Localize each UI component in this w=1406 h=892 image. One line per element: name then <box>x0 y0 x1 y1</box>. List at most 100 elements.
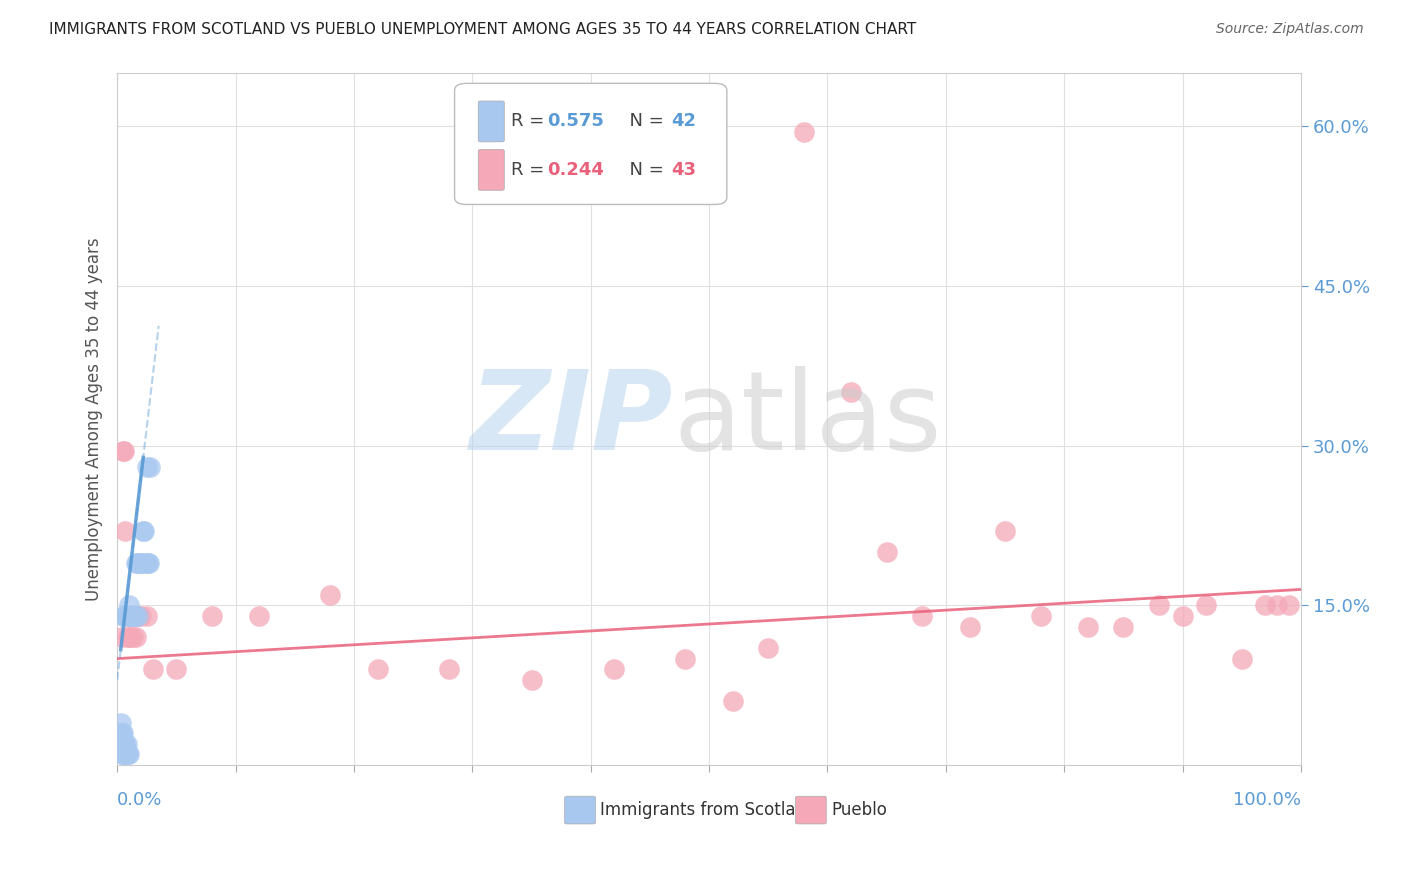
Point <box>994 524 1017 538</box>
Point <box>110 737 132 751</box>
Point <box>1230 651 1253 665</box>
Point <box>1254 599 1277 613</box>
Text: IMMIGRANTS FROM SCOTLAND VS PUEBLO UNEMPLOYMENT AMONG AGES 35 TO 44 YEARS CORREL: IMMIGRANTS FROM SCOTLAND VS PUEBLO UNEMP… <box>49 22 917 37</box>
Point <box>673 651 696 665</box>
Point <box>108 726 131 740</box>
Point <box>139 459 162 474</box>
Point <box>120 630 142 644</box>
Point <box>112 737 135 751</box>
Text: N =: N = <box>617 161 669 179</box>
Point <box>142 662 165 676</box>
FancyBboxPatch shape <box>454 83 727 204</box>
Point <box>118 599 141 613</box>
Point <box>114 737 136 751</box>
Point <box>721 694 744 708</box>
Point <box>128 609 150 624</box>
Text: 42: 42 <box>671 112 696 130</box>
Point <box>112 747 135 762</box>
Point <box>1112 620 1135 634</box>
Point <box>112 609 135 624</box>
Text: ZIP: ZIP <box>470 366 673 473</box>
Point <box>132 524 155 538</box>
Point <box>112 737 135 751</box>
Point <box>128 609 150 624</box>
Point <box>107 737 129 751</box>
Point <box>112 444 135 458</box>
Point <box>111 630 134 644</box>
Point <box>118 747 141 762</box>
Point <box>839 385 862 400</box>
Point <box>437 662 460 676</box>
Text: N =: N = <box>617 112 669 130</box>
Text: R =: R = <box>512 112 550 130</box>
Point <box>1077 620 1099 634</box>
Point <box>125 630 148 644</box>
Point <box>135 556 157 570</box>
Point <box>108 737 131 751</box>
Point <box>125 556 148 570</box>
Point <box>115 609 138 624</box>
Point <box>120 609 142 624</box>
Point <box>1147 599 1170 613</box>
Point <box>112 726 135 740</box>
Point <box>114 747 136 762</box>
Point <box>112 747 135 762</box>
Point <box>911 609 934 624</box>
Point <box>319 588 342 602</box>
Y-axis label: Unemployment Among Ages 35 to 44 years: Unemployment Among Ages 35 to 44 years <box>86 237 103 601</box>
Point <box>247 609 270 624</box>
Point <box>121 609 143 624</box>
Point <box>111 737 134 751</box>
Point <box>756 640 779 655</box>
Text: 43: 43 <box>671 161 696 179</box>
Point <box>876 545 898 559</box>
Text: 0.244: 0.244 <box>547 161 603 179</box>
Text: Source: ZipAtlas.com: Source: ZipAtlas.com <box>1216 22 1364 37</box>
Point <box>112 444 135 458</box>
Point <box>120 609 142 624</box>
FancyBboxPatch shape <box>565 797 595 824</box>
Point <box>959 620 981 634</box>
Point <box>120 609 142 624</box>
Point <box>129 556 152 570</box>
Point <box>117 609 139 624</box>
Point <box>201 609 224 624</box>
Point <box>117 630 139 644</box>
Point <box>110 715 132 730</box>
Point <box>134 524 156 538</box>
Point <box>793 124 815 138</box>
Point <box>121 630 143 644</box>
Point <box>165 662 187 676</box>
Point <box>135 609 157 624</box>
FancyBboxPatch shape <box>796 797 827 824</box>
Point <box>127 556 149 570</box>
Point <box>367 662 389 676</box>
Text: R =: R = <box>512 161 550 179</box>
Point <box>520 673 543 687</box>
Point <box>1029 609 1052 624</box>
Point <box>128 556 150 570</box>
Point <box>1171 609 1194 624</box>
Point <box>1265 599 1288 613</box>
Point <box>111 726 134 740</box>
Point <box>603 662 626 676</box>
Point <box>135 459 157 474</box>
Point <box>111 747 134 762</box>
Point <box>112 609 135 624</box>
Point <box>122 609 145 624</box>
Text: 100.0%: 100.0% <box>1233 791 1301 809</box>
Point <box>110 726 132 740</box>
Text: Pueblo: Pueblo <box>831 801 887 819</box>
Text: atlas: atlas <box>673 366 942 473</box>
Text: 0.575: 0.575 <box>547 112 603 130</box>
Point <box>115 737 138 751</box>
Point <box>1195 599 1218 613</box>
Point <box>129 609 152 624</box>
Point <box>1278 599 1301 613</box>
Text: 0.0%: 0.0% <box>117 791 163 809</box>
Point <box>131 556 153 570</box>
Point <box>118 630 141 644</box>
Point <box>122 609 145 624</box>
Point <box>117 747 139 762</box>
Point <box>124 609 146 624</box>
